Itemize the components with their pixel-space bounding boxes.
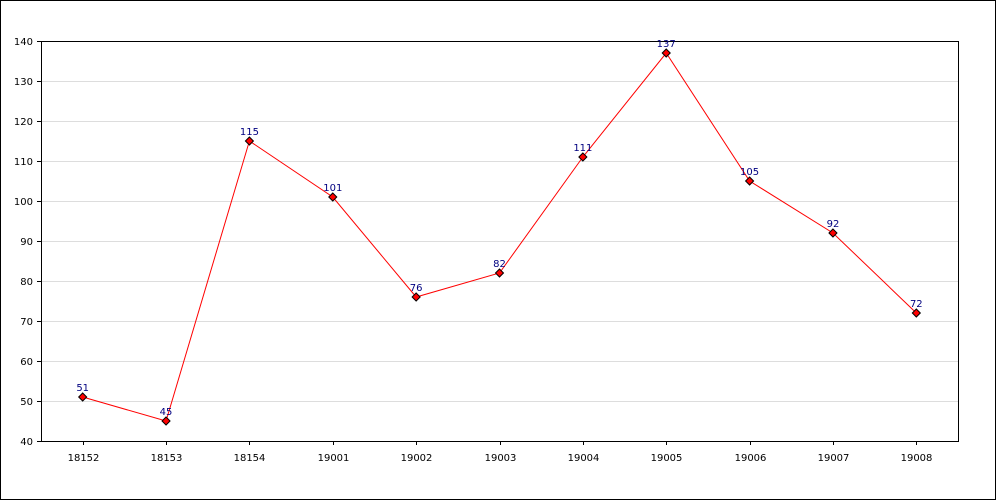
- x-axis: 18152 18153 18154 19001 19002 19003 19004 19005…: [68, 441, 933, 464]
- series-markers: [77, 48, 922, 426]
- data-point-marker: [411, 292, 421, 302]
- data-label: 82: [493, 259, 506, 270]
- y-tick-label: 60: [20, 357, 33, 368]
- data-label: 101: [323, 183, 342, 194]
- y-tick-label: 40: [20, 437, 33, 448]
- data-label: 45: [160, 407, 173, 418]
- data-label: 92: [827, 219, 840, 230]
- data-point-marker: [328, 192, 338, 202]
- y-axis: 40 50 60 70 80 90 100 110 120 130 140: [14, 37, 41, 448]
- data-point-marker: [494, 268, 505, 278]
- series-line: [82, 52, 917, 422]
- x-tick-label: 19001: [318, 453, 350, 464]
- data-label: 111: [573, 143, 592, 154]
- data-point-marker: [77, 392, 88, 402]
- data-point-marker: [828, 228, 838, 238]
- x-tick-label: 19006: [735, 453, 767, 464]
- y-tick-label: 80: [20, 277, 33, 288]
- data-point-marker: [661, 48, 671, 58]
- x-tick-label: 19005: [651, 453, 683, 464]
- y-tick-label: 130: [14, 77, 33, 88]
- grid-lines: [41, 81, 958, 402]
- x-tick-label: 18153: [151, 453, 183, 464]
- data-point-marker: [244, 136, 255, 146]
- data-label: 137: [657, 39, 676, 50]
- data-labels: 51 45 115 101 76 82 111 137 105 92 72: [76, 39, 922, 418]
- data-label: 51: [76, 383, 89, 394]
- x-tick-label: 19007: [818, 453, 850, 464]
- data-point-marker: [744, 176, 755, 186]
- x-tick-label: 19008: [901, 453, 933, 464]
- x-tick-label: 19002: [401, 453, 433, 464]
- data-label: 72: [910, 299, 923, 310]
- y-tick-label: 140: [14, 37, 33, 48]
- data-point-marker: [911, 308, 922, 318]
- data-point-marker: [161, 416, 171, 426]
- x-tick-label: 19003: [485, 453, 517, 464]
- x-tick-label: 18154: [234, 453, 266, 464]
- y-tick-label: 110: [14, 157, 33, 168]
- y-tick-label: 70: [20, 317, 33, 328]
- y-tick-label: 90: [20, 237, 33, 248]
- data-point-marker: [578, 152, 588, 162]
- y-tick-label: 50: [20, 397, 33, 408]
- data-label: 76: [410, 283, 423, 294]
- data-label: 105: [740, 167, 759, 178]
- x-tick-label: 19004: [568, 453, 600, 464]
- x-tick-label: 18152: [68, 453, 100, 464]
- series-polyline: [82, 52, 917, 422]
- y-tick-label: 100: [14, 197, 33, 208]
- data-label: 115: [240, 127, 259, 138]
- y-tick-label: 120: [14, 117, 33, 128]
